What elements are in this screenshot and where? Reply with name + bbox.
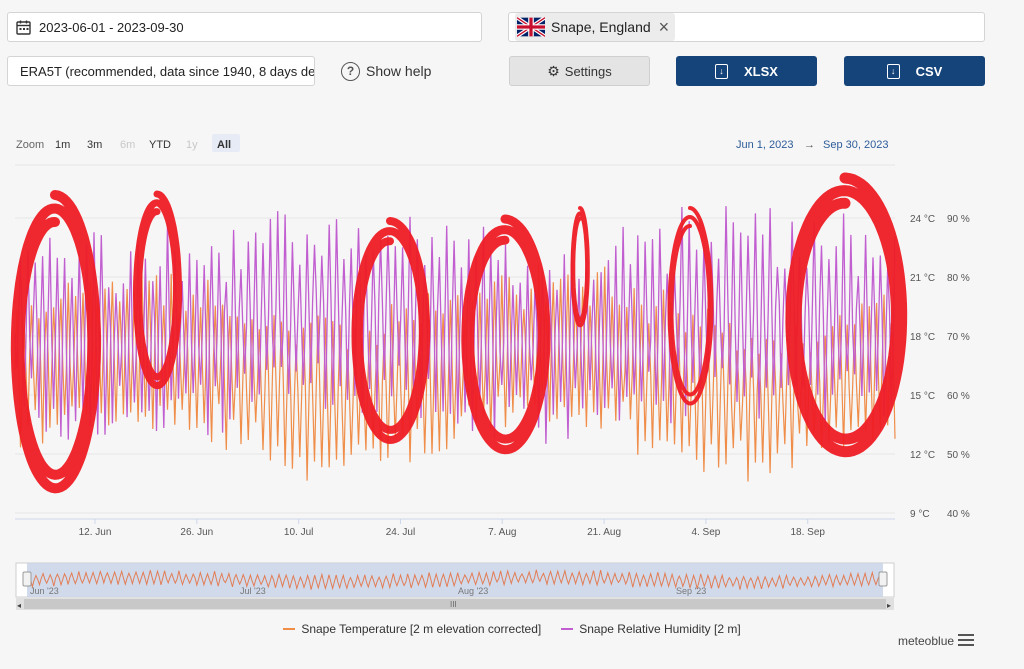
red-annotation-spiral [351, 217, 431, 445]
calendar-icon [16, 20, 31, 35]
zoom-selector: Zoom 1m 3m 6m YTD 1y All [16, 134, 240, 152]
legend-swatch-humidity [561, 628, 574, 630]
range-to[interactable]: Sep 30, 2023 [823, 139, 888, 151]
x-tick-label: 18. Sep [790, 527, 825, 538]
csv-download-button[interactable]: ↓ CSV [844, 56, 985, 86]
legend-label-temperature: Snape Temperature [2 m elevation correct… [301, 622, 542, 636]
zoom-option-ytd[interactable]: YTD [149, 139, 171, 151]
x-tick-label: 10. Jul [284, 527, 313, 538]
chart-legend: Snape Temperature [2 m elevation correct… [0, 622, 1024, 636]
download-icon: ↓ [886, 63, 900, 79]
hamburger-menu-icon[interactable] [958, 634, 974, 646]
scroll-left-arrow[interactable]: ◂ [17, 601, 21, 610]
temperature-tick-label: 18 °C [910, 332, 935, 343]
temperature-tick-label: 24 °C [910, 214, 935, 225]
date-range-input[interactable]: 2023-06-01 - 2023-09-30 [7, 12, 482, 42]
date-range-value: 2023-06-01 - 2023-09-30 [39, 19, 184, 35]
xlsx-label: XLSX [744, 63, 778, 79]
navigator-label: Aug '23 [458, 586, 488, 596]
meteogram-chart: Zoom 1m 3m 6m YTD 1y All Jun 1, 2023 → Sep 30… [10, 134, 970, 610]
humidity-series-line [14, 206, 896, 444]
location-input[interactable]: Snape, England × [508, 12, 985, 42]
question-icon: ? [341, 61, 360, 81]
legend-item-temperature[interactable]: Snape Temperature [2 m elevation correct… [283, 622, 541, 636]
navigator-right-handle[interactable] [878, 571, 888, 587]
navigator-left-handle[interactable] [22, 571, 32, 587]
download-icon: ↓ [715, 63, 729, 79]
temperature-tick-label: 15 °C [910, 391, 935, 402]
red-annotation-circles [10, 172, 908, 494]
zoom-option-6m: 6m [120, 139, 135, 151]
x-tick-label: 26. Jun [180, 527, 213, 538]
zoom-option-all[interactable]: All [217, 139, 231, 151]
x-tick-label: 24. Jul [386, 527, 415, 538]
x-tick-label: 21. Aug [587, 527, 621, 538]
range-display: Jun 1, 2023 → Sep 30, 2023 [736, 139, 888, 151]
temperature-tick-label: 21 °C [910, 273, 935, 284]
zoom-option-3m[interactable]: 3m [87, 139, 102, 151]
zoom-selected-bg [212, 134, 240, 152]
red-annotation-spiral [667, 206, 714, 406]
uk-flag-icon [517, 17, 545, 37]
show-help-link[interactable]: ? Show help [341, 59, 431, 83]
red-annotation-spiral [461, 214, 551, 455]
navigator-series-line [26, 568, 884, 591]
temperature-tick-label: 9 °C [910, 509, 930, 520]
dataset-select[interactable]: ERA5T (recommended, data since 1940, 8 d… [7, 56, 315, 86]
legend-item-humidity[interactable]: Snape Relative Humidity [2 m] [561, 622, 741, 636]
red-annotation-spiral [570, 206, 590, 328]
humidity-axis: 40 % 50 % 60 % 70 % 80 % 90 % [947, 214, 970, 520]
close-icon[interactable]: × [658, 17, 670, 37]
humidity-tick-label: 60 % [947, 391, 970, 402]
range-navigator[interactable]: Jun '23 Jul '23 Aug '23 Sep '23 ◂ ▸ III [15, 562, 895, 610]
zoom-label: Zoom [16, 139, 44, 151]
humidity-tick-label: 80 % [947, 273, 970, 284]
navigator-label: Jun '23 [30, 586, 59, 596]
navigator-label: Jul '23 [240, 586, 266, 596]
navigator-label: Sep '23 [676, 586, 706, 596]
legend-swatch-temperature [283, 628, 296, 630]
gear-icon: ⚙ [547, 62, 560, 79]
meteoblue-credit[interactable]: meteoblue [898, 634, 955, 648]
range-arrow: → [804, 139, 815, 151]
location-name: Snape, England [551, 19, 651, 35]
settings-button[interactable]: ⚙ Settings [509, 56, 650, 86]
show-help-label: Show help [366, 63, 432, 79]
location-chip: Snape, England × [515, 13, 676, 41]
x-tick-label: 7. Aug [488, 527, 516, 538]
dataset-value: ERA5T (recommended, data since 1940, 8 d… [20, 63, 315, 79]
red-annotation-spiral [785, 172, 908, 458]
humidity-tick-label: 70 % [947, 332, 970, 343]
scrollbar-grip-icon[interactable]: III [450, 600, 457, 609]
range-from[interactable]: Jun 1, 2023 [736, 139, 794, 151]
legend-label-humidity: Snape Relative Humidity [2 m] [579, 622, 741, 636]
red-annotation-spiral [10, 190, 102, 494]
humidity-tick-label: 90 % [947, 214, 970, 225]
temperature-tick-label: 12 °C [910, 450, 935, 461]
red-annotation-spiral [133, 190, 182, 390]
scroll-right-arrow[interactable]: ▸ [887, 601, 891, 610]
humidity-tick-label: 50 % [947, 450, 970, 461]
humidity-tick-label: 40 % [947, 509, 970, 520]
csv-label: CSV [915, 63, 943, 79]
x-axis: 12. Jun 26. Jun 10. Jul 24. Jul 7. Aug 21. Au… [79, 519, 825, 538]
zoom-option-1m[interactable]: 1m [55, 139, 70, 151]
settings-label: Settings [564, 63, 612, 79]
zoom-option-1y: 1y [186, 139, 198, 151]
xlsx-download-button[interactable]: ↓ XLSX [676, 56, 817, 86]
scrollbar-thumb[interactable] [24, 599, 886, 609]
x-tick-label: 4. Sep [691, 527, 720, 538]
temperature-axis: 9 °C 12 °C 15 °C 18 °C 21 °C 24 °C [910, 214, 935, 520]
x-tick-label: 12. Jun [79, 527, 112, 538]
